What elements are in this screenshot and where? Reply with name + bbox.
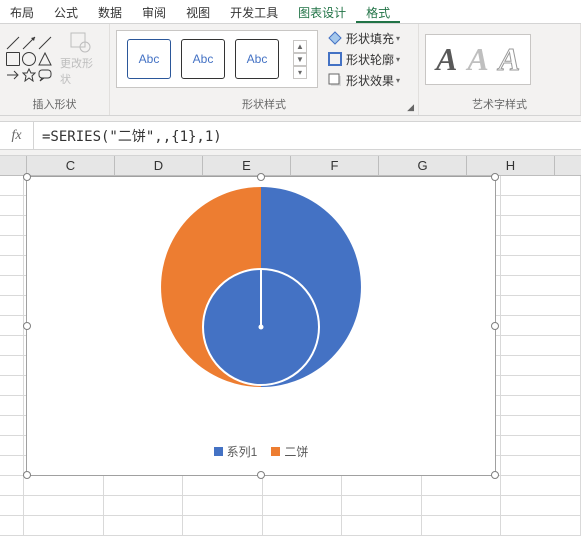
chevron-down-icon: ▾: [394, 76, 400, 85]
group-insert-shapes-label: 插入形状: [0, 94, 109, 115]
edit-shape-button[interactable]: 更改形状: [56, 31, 103, 87]
wordart-gallery[interactable]: A A A: [425, 34, 531, 85]
tab-review[interactable]: 审阅: [132, 0, 176, 23]
chart-object[interactable]: 系列1 二饼: [26, 176, 496, 476]
group-wordart-styles: A A A 艺术字样式: [419, 24, 581, 115]
col-header[interactable]: E: [203, 156, 291, 175]
shape-outline-icon: [328, 52, 342, 66]
style-thumb-3[interactable]: Abc: [235, 39, 279, 79]
resize-handle[interactable]: [23, 471, 31, 479]
group-insert-shapes: 更改形状 插入形状: [0, 24, 110, 115]
shape-fill-icon: [328, 31, 342, 45]
wordart-thumb-3[interactable]: A: [499, 41, 520, 78]
shape-effects-label: 形状效果: [346, 72, 394, 89]
legend-item-1[interactable]: 系列1: [214, 443, 258, 460]
formula-bar: fx: [0, 122, 581, 150]
col-header[interactable]: D: [115, 156, 203, 175]
chevron-down-icon: ▾: [394, 34, 400, 43]
shape-effects-icon: [328, 73, 342, 87]
col-header-blank[interactable]: [0, 156, 27, 175]
gallery-scroller[interactable]: ▲ ▼ ▾: [293, 40, 307, 79]
ribbon-tabs: 布局 公式 数据 审阅 视图 开发工具 图表设计 格式: [0, 0, 581, 24]
col-header[interactable]: H: [467, 156, 555, 175]
chart-legend[interactable]: 系列1 二饼: [27, 437, 495, 460]
legend-label: 二饼: [284, 443, 308, 460]
style-thumb-1[interactable]: Abc: [127, 39, 171, 79]
shape-fill-button[interactable]: 形状填充▾: [326, 29, 402, 48]
tab-data[interactable]: 数据: [88, 0, 132, 23]
group-shape-styles-label: 形状样式◢: [110, 94, 418, 115]
group-wordart-styles-label: 艺术字样式: [419, 94, 580, 115]
formula-input[interactable]: [34, 128, 581, 144]
ribbon-body: 更改形状 插入形状 Abc Abc Abc ▲ ▼ ▾ 形状填充▾: [0, 24, 581, 116]
tab-format[interactable]: 格式: [356, 0, 400, 23]
tab-developer[interactable]: 开发工具: [220, 0, 288, 23]
shape-fill-label: 形状填充: [346, 30, 394, 47]
shape-gallery[interactable]: [6, 36, 52, 82]
style-thumb-2[interactable]: Abc: [181, 39, 225, 79]
tab-formulas[interactable]: 公式: [44, 0, 88, 23]
scroll-down-icon[interactable]: ▼: [293, 53, 307, 66]
pie-chart[interactable]: [141, 177, 381, 407]
tab-layout[interactable]: 布局: [0, 0, 44, 23]
tab-view[interactable]: 视图: [176, 0, 220, 23]
resize-handle[interactable]: [491, 471, 499, 479]
tab-chart-design[interactable]: 图表设计: [288, 0, 356, 23]
edit-shape-icon: [69, 31, 91, 53]
group-shape-styles: Abc Abc Abc ▲ ▼ ▾ 形状填充▾ 形状轮廓▾: [110, 24, 419, 115]
col-header[interactable]: G: [379, 156, 467, 175]
resize-handle[interactable]: [257, 471, 265, 479]
chart-plot-area[interactable]: [27, 177, 495, 437]
chevron-down-icon: ▾: [394, 55, 400, 64]
fx-icon[interactable]: fx: [0, 122, 34, 149]
gallery-more-icon[interactable]: ▾: [293, 66, 307, 79]
dialog-launcher-icon[interactable]: ◢: [407, 102, 414, 113]
worksheet[interactable]: C D E F G H 系列1 二饼: [0, 156, 581, 536]
shape-outline-button[interactable]: 形状轮廓▾: [326, 50, 402, 69]
shape-style-gallery[interactable]: Abc Abc Abc ▲ ▼ ▾: [116, 30, 318, 88]
legend-label: 系列1: [227, 443, 258, 460]
shape-effects-button[interactable]: 形状效果▾: [326, 71, 402, 90]
shape-outline-label: 形状轮廓: [346, 51, 394, 68]
scroll-up-icon[interactable]: ▲: [293, 40, 307, 53]
wordart-thumb-2[interactable]: A: [467, 41, 488, 78]
legend-item-2[interactable]: 二饼: [271, 443, 308, 460]
edit-shape-label: 更改形状: [60, 55, 99, 87]
col-header[interactable]: C: [27, 156, 115, 175]
col-header[interactable]: F: [291, 156, 379, 175]
wordart-thumb-1[interactable]: A: [436, 41, 457, 78]
